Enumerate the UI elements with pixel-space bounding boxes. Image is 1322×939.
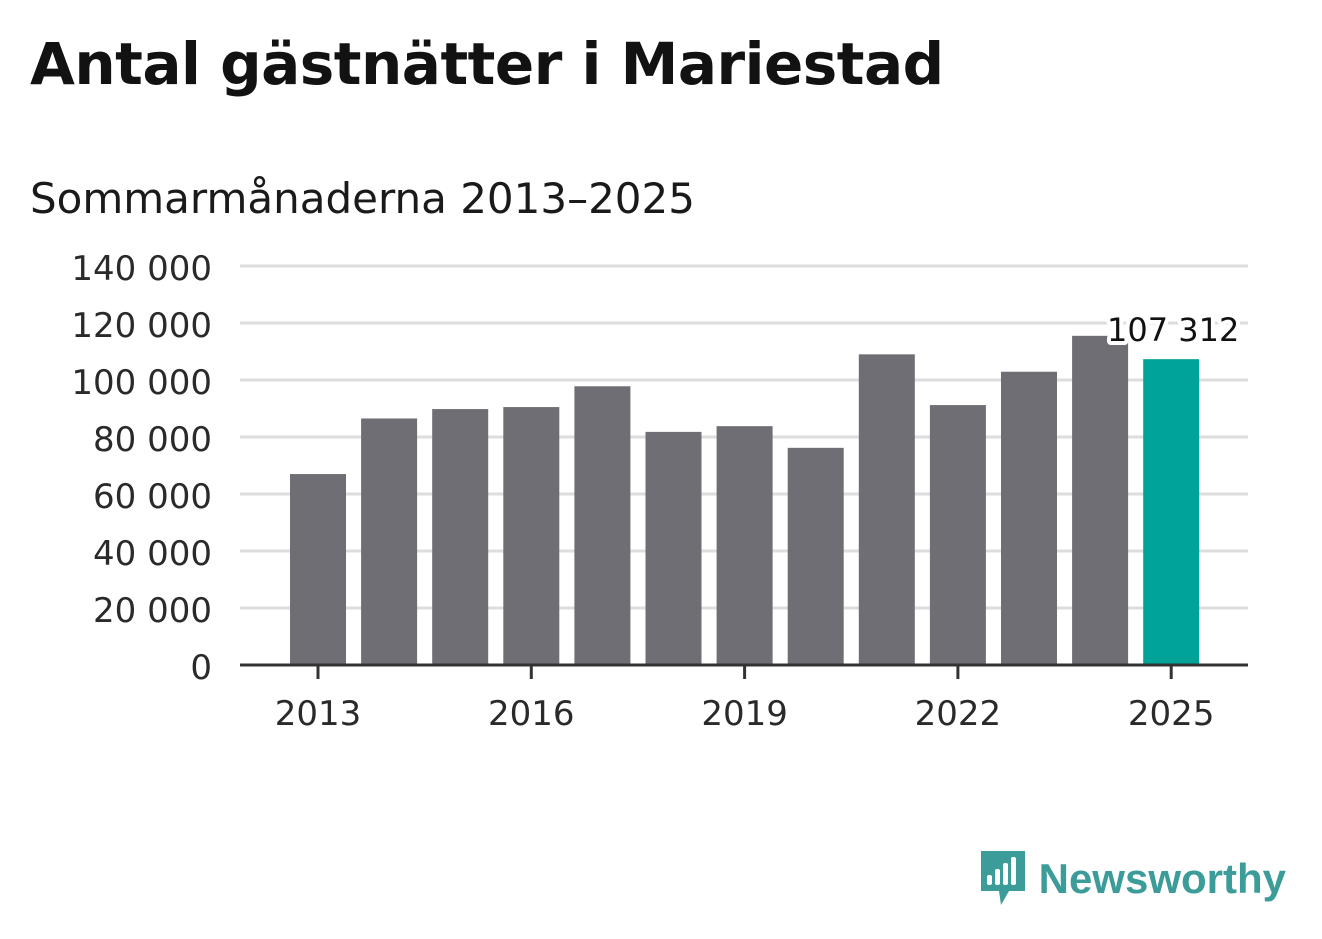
bar-2021: [858, 354, 915, 665]
bar-2024: [1072, 335, 1129, 665]
bar-2013: [290, 474, 346, 665]
bar-2023: [1001, 371, 1057, 665]
bar-2014: [361, 418, 418, 665]
y-tick-label: 20 000: [93, 591, 212, 631]
y-tick-label: 0: [190, 648, 212, 688]
y-tick-label: 120 000: [71, 306, 212, 346]
bar-2020: [787, 447, 844, 665]
y-tick-label: 80 000: [93, 420, 212, 460]
x-tick-label: 2025: [1128, 694, 1215, 734]
y-tick-label: 100 000: [71, 363, 212, 403]
bar-2017: [574, 386, 631, 665]
y-tick-label: 60 000: [93, 477, 212, 517]
value-label-halo: 107 312: [1107, 311, 1239, 349]
bar-2025: [1143, 359, 1200, 665]
x-tick-label: 2019: [701, 694, 788, 734]
chart-subtitle: Sommarmånaderna 2013–2025: [30, 174, 695, 223]
bar-2016: [503, 407, 560, 665]
bar-2022: [929, 405, 986, 665]
y-tick-label: 40 000: [93, 534, 212, 574]
newsworthy-logo-text: Newsworthy: [1038, 855, 1286, 902]
x-tick-label: 2016: [488, 694, 575, 734]
value-label-2025: 107 312: [1107, 311, 1239, 349]
newsworthy-logo-icon: [980, 851, 1025, 905]
bar-2019: [716, 426, 773, 665]
y-tick-label: 140 000: [71, 249, 212, 289]
chart-title: Antal gästnätter i Mariestad: [30, 30, 944, 98]
newsworthy-logo: Newsworthy: [979, 849, 1286, 909]
x-tick-label: 2013: [275, 694, 362, 734]
x-tick-label: 2022: [915, 694, 1002, 734]
bar-2018: [645, 431, 702, 665]
bar-2015: [432, 409, 489, 665]
